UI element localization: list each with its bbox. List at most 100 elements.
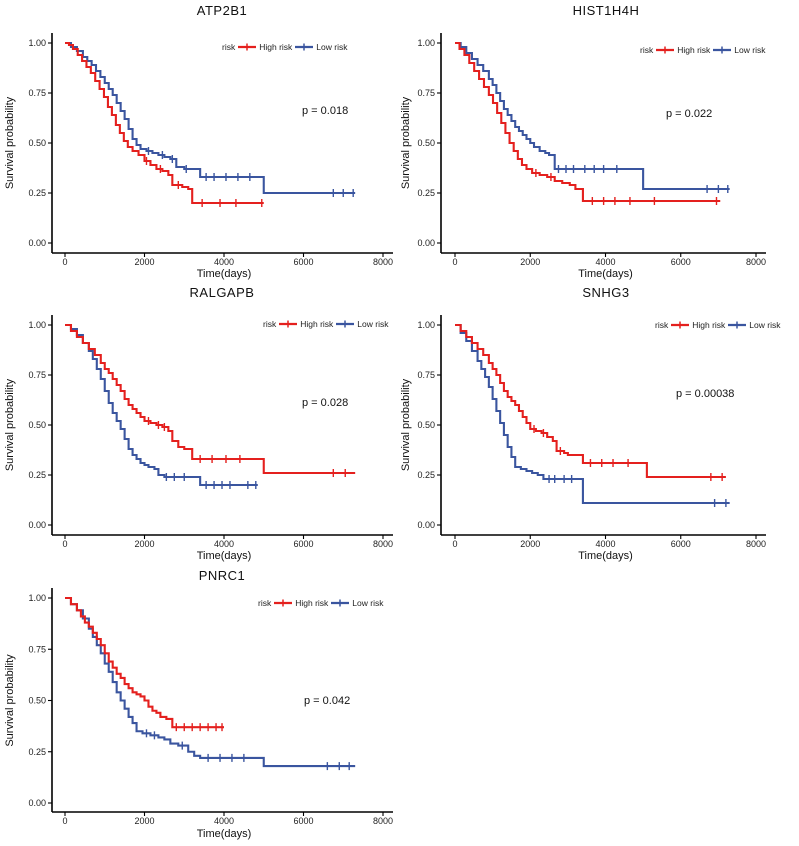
panel-snhg3: 0.00 0.25 0.50 0.75 1.00 0 2000 4000 6000 8000 Sur…	[400, 282, 799, 565]
y-axis-title: Survival probability	[4, 378, 16, 471]
y-tick-label: 0.75	[28, 370, 46, 380]
axis-ticks	[48, 597, 384, 816]
x-tick-label: 4000	[214, 816, 234, 826]
x-axis-title: Time(days)	[197, 828, 252, 840]
high-risk-censor-marks	[175, 723, 223, 732]
km-plot-pnrc1: 0.00 0.25 0.50 0.75 1.00 0 2000 4000 6000 8000 Sur…	[4, 588, 393, 840]
y-tick-label: 0.25	[28, 470, 46, 480]
high-risk-curve	[455, 323, 726, 479]
legend-low-risk-label: Low risk	[357, 319, 389, 329]
x-tick-label: 0	[62, 257, 67, 267]
legend-high-risk-label: High risk	[259, 42, 293, 52]
axis-ticks	[437, 324, 757, 539]
y-tick-label: 0.00	[28, 520, 46, 530]
axes	[51, 33, 393, 254]
chart-title: PNRC1	[198, 568, 246, 583]
risk-legend: risk High risk Low risk	[655, 320, 780, 330]
y-tick-label: 0.00	[28, 798, 46, 808]
x-tick-label: 2000	[134, 257, 154, 267]
low-risk-censor-marks	[548, 475, 727, 507]
axes	[51, 315, 393, 536]
chart-title: HIST1H4H	[572, 3, 640, 18]
km-plot-atp2b1: 0.00 0.25 0.50 0.75 1.00 0 2000 4000 6000 8000 Sur…	[4, 33, 393, 280]
legend-low-risk-label: Low risk	[734, 45, 766, 55]
y-tick-label: 0.75	[28, 644, 46, 654]
high-risk-curve	[65, 323, 356, 475]
axis-tick-labels: 0.00 0.25 0.50 0.75 1.00 0 2000 4000 6000 8000	[417, 38, 766, 267]
x-tick-label: 4000	[595, 257, 615, 267]
km-plot-hist1h4h: 0.00 0.25 0.50 0.75 1.00 0 2000 4000 6000 8000 Sur…	[400, 33, 766, 280]
x-axis-title: Time(days)	[578, 550, 633, 562]
x-tick-label: 0	[452, 539, 457, 549]
y-tick-label: 1.00	[417, 320, 435, 330]
p-value-label: p = 0.00038	[676, 388, 735, 400]
axis-tick-labels: 0.00 0.25 0.50 0.75 1.00 0 2000 4000 6000 8000	[28, 38, 393, 267]
high-risk-legend-key-icon	[238, 43, 257, 51]
high-risk-legend-key-icon	[656, 46, 675, 54]
chart-title: RALGAPB	[189, 285, 255, 300]
low-risk-legend-key-icon	[295, 43, 314, 51]
legend-high-risk-label: High risk	[300, 319, 334, 329]
x-tick-label: 8000	[373, 539, 393, 549]
legend-risk-label: risk	[263, 319, 277, 329]
y-tick-label: 1.00	[28, 38, 46, 48]
x-axis-title: Time(days)	[197, 550, 252, 562]
y-tick-label: 0.50	[417, 420, 435, 430]
low-risk-censor-marks	[145, 729, 350, 771]
y-tick-label: 0.50	[28, 138, 46, 148]
x-tick-label: 6000	[293, 539, 313, 549]
high-risk-censor-marks	[147, 417, 346, 477]
high-risk-legend-key-icon	[274, 599, 293, 607]
low-risk-curve	[455, 323, 730, 505]
legend-low-risk-label: Low risk	[316, 42, 348, 52]
risk-legend: risk High risk Low risk	[258, 598, 383, 608]
risk-legend: risk High risk Low risk	[222, 42, 347, 52]
x-tick-label: 8000	[746, 539, 766, 549]
low-risk-legend-key-icon	[336, 320, 355, 328]
x-axis-title: Time(days)	[578, 268, 633, 280]
y-tick-label: 0.50	[28, 696, 46, 706]
high-risk-censor-marks	[535, 169, 718, 205]
y-tick-label: 0.25	[417, 188, 435, 198]
high-risk-curve	[65, 41, 264, 205]
x-tick-label: 8000	[746, 257, 766, 267]
x-tick-label: 4000	[214, 257, 234, 267]
axes	[440, 33, 766, 254]
axis-tick-labels: 0.00 0.25 0.50 0.75 1.00 0 2000 4000 6000 8000	[417, 320, 766, 549]
km-plot-snhg3: 0.00 0.25 0.50 0.75 1.00 0 2000 4000 6000 8000 Sur…	[400, 315, 766, 562]
high-risk-curve	[455, 41, 721, 203]
legend-risk-label: risk	[222, 42, 236, 52]
x-tick-label: 4000	[214, 539, 234, 549]
y-axis-title: Survival probability	[4, 654, 16, 747]
high-risk-legend-key-icon	[671, 321, 690, 329]
legend-risk-label: risk	[655, 320, 669, 330]
chart-title: SNHG3	[582, 285, 630, 300]
x-tick-label: 6000	[671, 257, 691, 267]
y-axis-title: Survival probability	[4, 96, 16, 189]
x-tick-label: 8000	[373, 816, 393, 826]
y-tick-label: 0.25	[417, 470, 435, 480]
y-tick-label: 0.50	[417, 138, 435, 148]
p-value-label: p = 0.022	[666, 108, 713, 120]
axis-tick-labels: 0.00 0.25 0.50 0.75 1.00 0 2000 4000 6000 8000	[28, 320, 393, 549]
y-tick-label: 0.75	[28, 88, 46, 98]
x-tick-label: 2000	[520, 539, 540, 549]
x-tick-label: 6000	[671, 539, 691, 549]
x-tick-label: 2000	[134, 816, 154, 826]
axis-ticks	[48, 324, 384, 539]
panel-atp2b1: 0.00 0.25 0.50 0.75 1.00 0 2000 4000 6000 8000 Sur…	[0, 0, 400, 282]
low-risk-legend-key-icon	[331, 599, 350, 607]
panel-pnrc1: 0.00 0.25 0.50 0.75 1.00 0 2000 4000 6000 8000 Sur…	[0, 565, 400, 846]
x-tick-label: 2000	[134, 539, 154, 549]
high-risk-legend-key-icon	[279, 320, 298, 328]
chart-title: ATP2B1	[196, 3, 248, 18]
y-tick-label: 0.25	[28, 188, 46, 198]
legend-low-risk-label: Low risk	[749, 320, 781, 330]
y-axis-title: Survival probability	[400, 96, 412, 189]
x-tick-label: 6000	[293, 816, 313, 826]
low-risk-curve	[65, 596, 356, 768]
x-tick-label: 0	[62, 816, 67, 826]
y-tick-label: 1.00	[28, 320, 46, 330]
y-tick-label: 0.00	[417, 238, 435, 248]
